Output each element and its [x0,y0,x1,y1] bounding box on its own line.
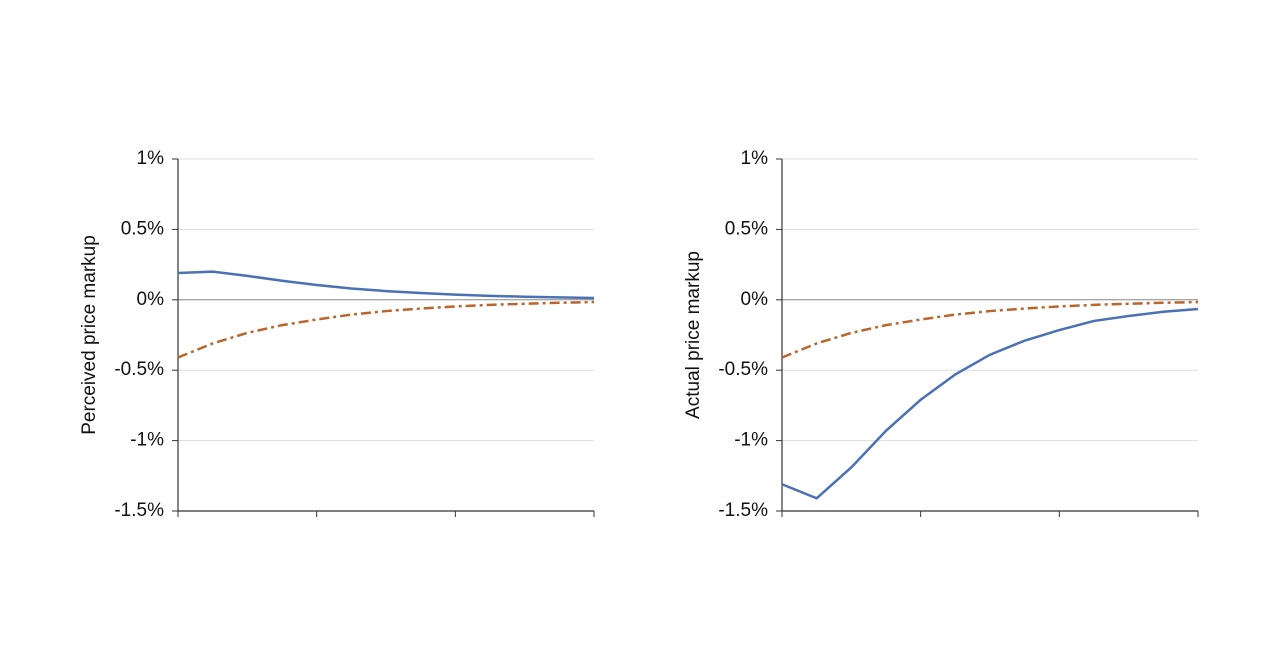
y-tick-label: 0.5% [725,218,768,239]
y-tick-label: -1% [734,430,768,451]
y-axis-label: Perceived price markup [79,235,100,435]
y-tick-label: 1% [137,148,165,169]
y-tick-label: 0% [137,289,165,310]
y-tick-label: -0.5% [114,359,164,380]
series-line [781,300,1199,359]
y-tick-label: 0.5% [121,218,164,239]
y-tick-label: -1.5% [114,500,164,521]
series-line [781,307,1199,500]
series-line [177,300,595,359]
y-tick-label: 1% [741,148,769,169]
y-axis-label: Actual price markup [683,251,704,419]
y-tick-label: -1.5% [718,500,768,521]
y-tick-label: -0.5% [718,359,768,380]
y-tick-label: -1% [130,430,164,451]
series-line [177,270,595,300]
y-tick-label: 0% [741,289,769,310]
